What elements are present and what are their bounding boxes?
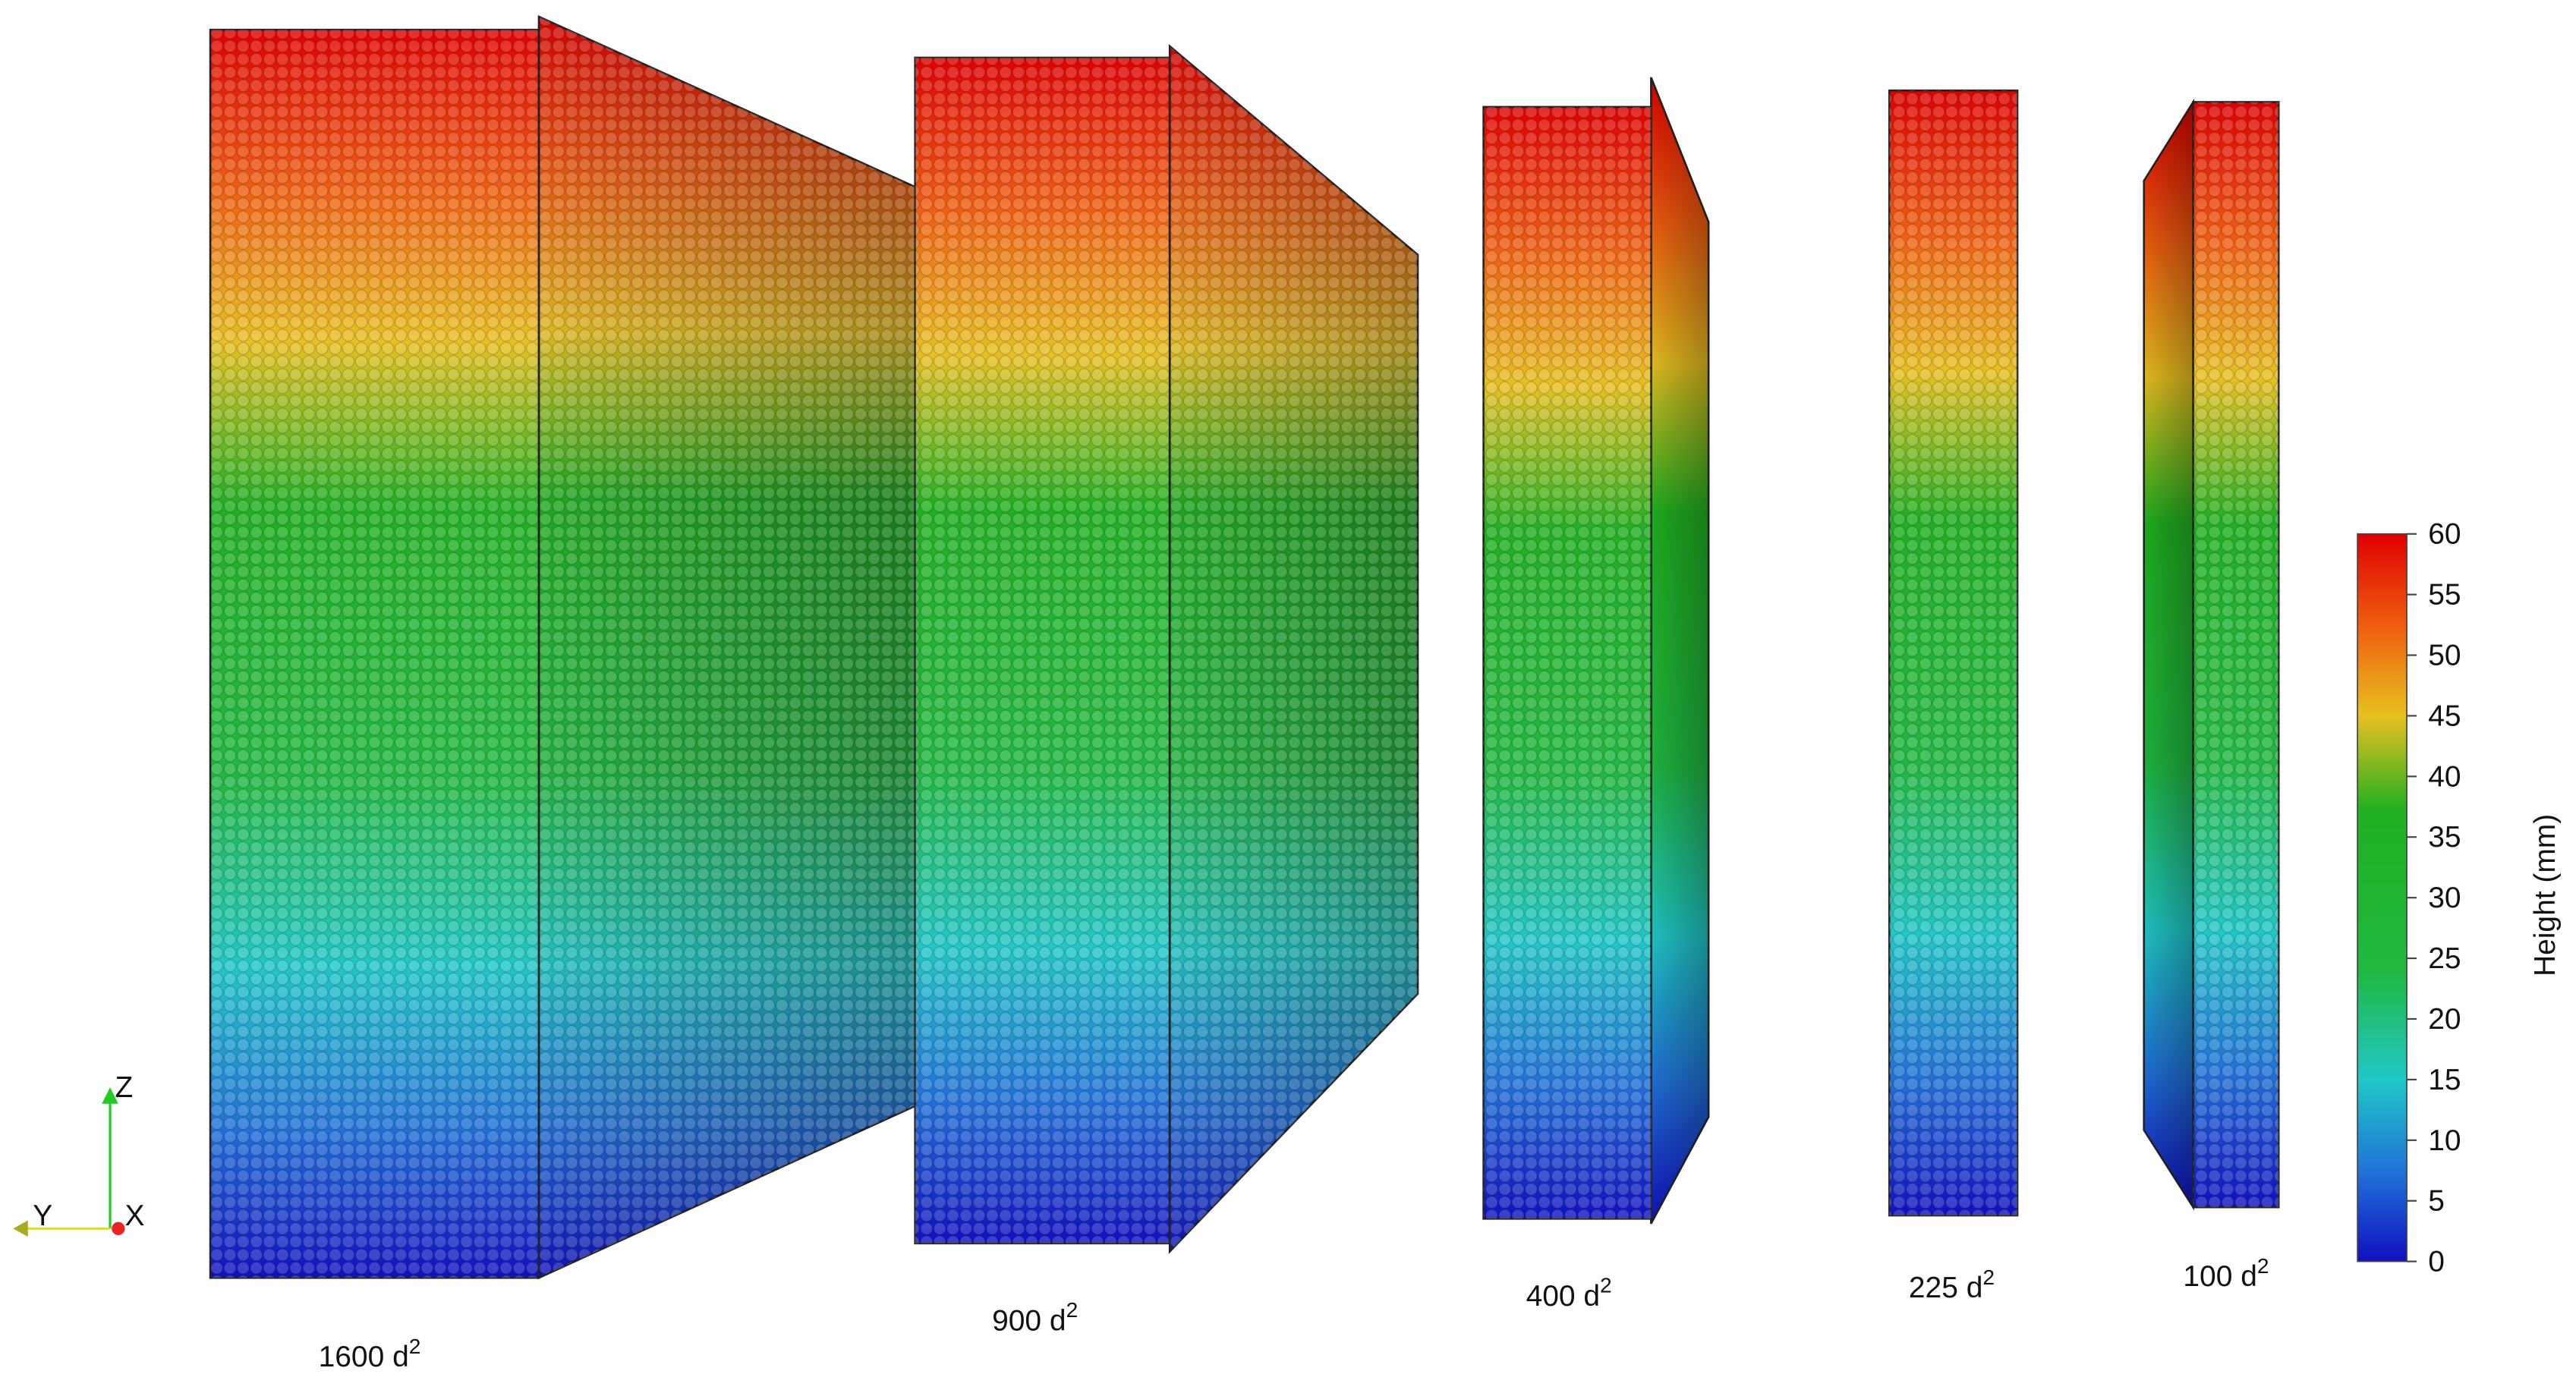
colorbar-tick-label: 5 — [2428, 1185, 2445, 1218]
sample-label: 400 d2 — [1526, 1274, 1612, 1313]
colorbar-tick-label: 10 — [2428, 1124, 2461, 1157]
colorbar-tick-label: 0 — [2428, 1246, 2445, 1278]
colorbar-ramp — [2357, 533, 2408, 1263]
sample-225 — [1888, 89, 2019, 1217]
sample-label-exponent: 2 — [2257, 1254, 2269, 1278]
colorbar-tick-label: 15 — [2428, 1064, 2461, 1096]
sample-label: 1600 d2 — [319, 1335, 421, 1373]
colorbar-tick-label: 50 — [2428, 640, 2461, 672]
sample-100 — [2143, 98, 2280, 1211]
axis-x: X — [125, 1200, 145, 1232]
sample-label: 225 d2 — [1909, 1266, 1995, 1304]
sample-label-text: 400 d — [1526, 1280, 1600, 1313]
colorbar-tick-label: 20 — [2428, 1003, 2461, 1036]
sample-label-text: 1600 d — [319, 1341, 409, 1373]
sample-label: 100 d2 — [2183, 1254, 2269, 1293]
colorbar-title: Height (mm) — [2529, 814, 2562, 976]
colorbar-tick-label: 40 — [2428, 760, 2461, 793]
colorbar-tick-label: 30 — [2428, 882, 2461, 914]
colorbar-tick-label: 35 — [2428, 821, 2461, 854]
sample-label: 900 d2 — [992, 1298, 1078, 1337]
colorbar: Height (mm) 0 5 10 15 20 25 30 35 40 45 50 55 60 — [2357, 518, 2562, 1278]
sample-label-exponent: 2 — [1982, 1266, 1995, 1289]
sample-label-exponent: 2 — [1600, 1274, 1612, 1297]
colorbar-tick-label: 25 — [2428, 942, 2461, 975]
colorbar-tick-label: 55 — [2428, 579, 2461, 612]
sample-label-text: 900 d — [992, 1305, 1066, 1338]
sample-1600 — [209, 14, 921, 1280]
sample-900 — [914, 44, 1419, 1254]
colorbar-tick-label: 60 — [2428, 518, 2461, 551]
axis-triad: Z Y X — [13, 1071, 145, 1237]
sample-400 — [1482, 77, 1710, 1225]
colorbar-tick-label: 45 — [2428, 700, 2461, 732]
sample-label-exponent: 2 — [1066, 1298, 1079, 1322]
axis-z: Z — [115, 1071, 134, 1104]
axis-y: Y — [33, 1200, 52, 1232]
sample-label-text: 225 d — [1909, 1272, 1982, 1304]
sample-label-text: 100 d — [2183, 1260, 2256, 1293]
sample-label-exponent: 2 — [409, 1335, 421, 1358]
